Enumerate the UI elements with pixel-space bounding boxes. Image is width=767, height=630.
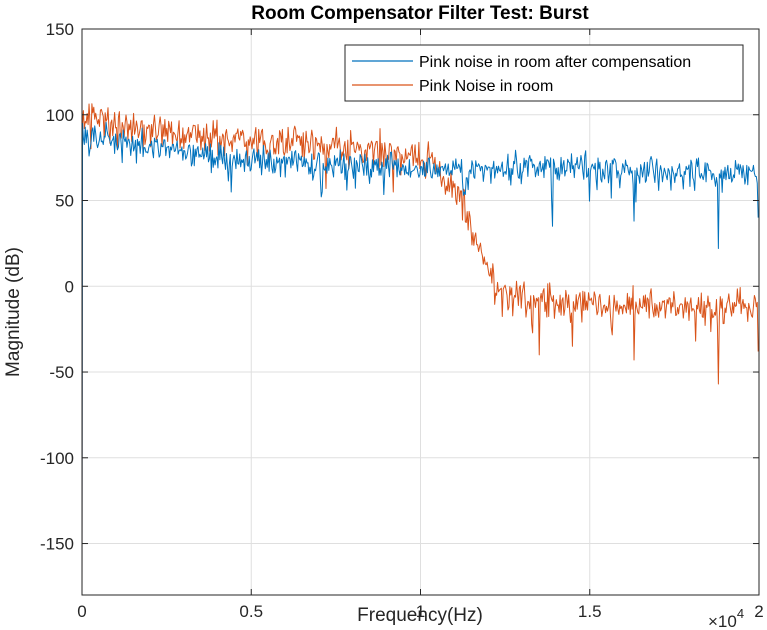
chart-title: Room Compensator Filter Test: Burst bbox=[251, 3, 589, 24]
y-axis-ticks: -150 -100 -50 0 50 100 150 bbox=[40, 20, 759, 554]
y-tick-label: 150 bbox=[46, 20, 74, 39]
y-tick-label: 0 bbox=[65, 277, 74, 296]
x-tick-label: 0 bbox=[77, 602, 86, 621]
y-tick-label: -100 bbox=[40, 449, 74, 468]
x-axis-label: Frequency(Hz) bbox=[357, 605, 483, 626]
x-tick-label: 0.5 bbox=[239, 602, 263, 621]
x-axis-exponent-power: 4 bbox=[737, 606, 744, 621]
y-tick-label: -150 bbox=[40, 535, 74, 554]
x-axis-exponent: ×104 bbox=[708, 606, 744, 630]
series-line-room bbox=[81, 103, 759, 596]
series-line-compensated bbox=[81, 121, 759, 596]
y-tick-label: 50 bbox=[55, 192, 74, 211]
y-axis-label: Magnitude (dB) bbox=[3, 247, 24, 377]
legend-label-room: Pink Noise in room bbox=[419, 78, 553, 95]
x-axis-ticks: 0 0.5 1 1.5 2 bbox=[77, 29, 764, 621]
y-tick-label: 100 bbox=[46, 106, 74, 125]
x-tick-label: 1.5 bbox=[578, 602, 602, 621]
legend: Pink noise in room after compensation Pi… bbox=[344, 44, 744, 102]
x-tick-label: 2 bbox=[754, 602, 763, 621]
legend-box bbox=[344, 44, 744, 102]
y-tick-label: -50 bbox=[49, 363, 74, 382]
series-layer bbox=[81, 103, 759, 596]
x-tick-label: 1 bbox=[416, 602, 425, 621]
x-axis-exponent-base: ×10 bbox=[708, 612, 737, 630]
legend-label-compensated: Pink noise in room after compensation bbox=[419, 54, 691, 71]
